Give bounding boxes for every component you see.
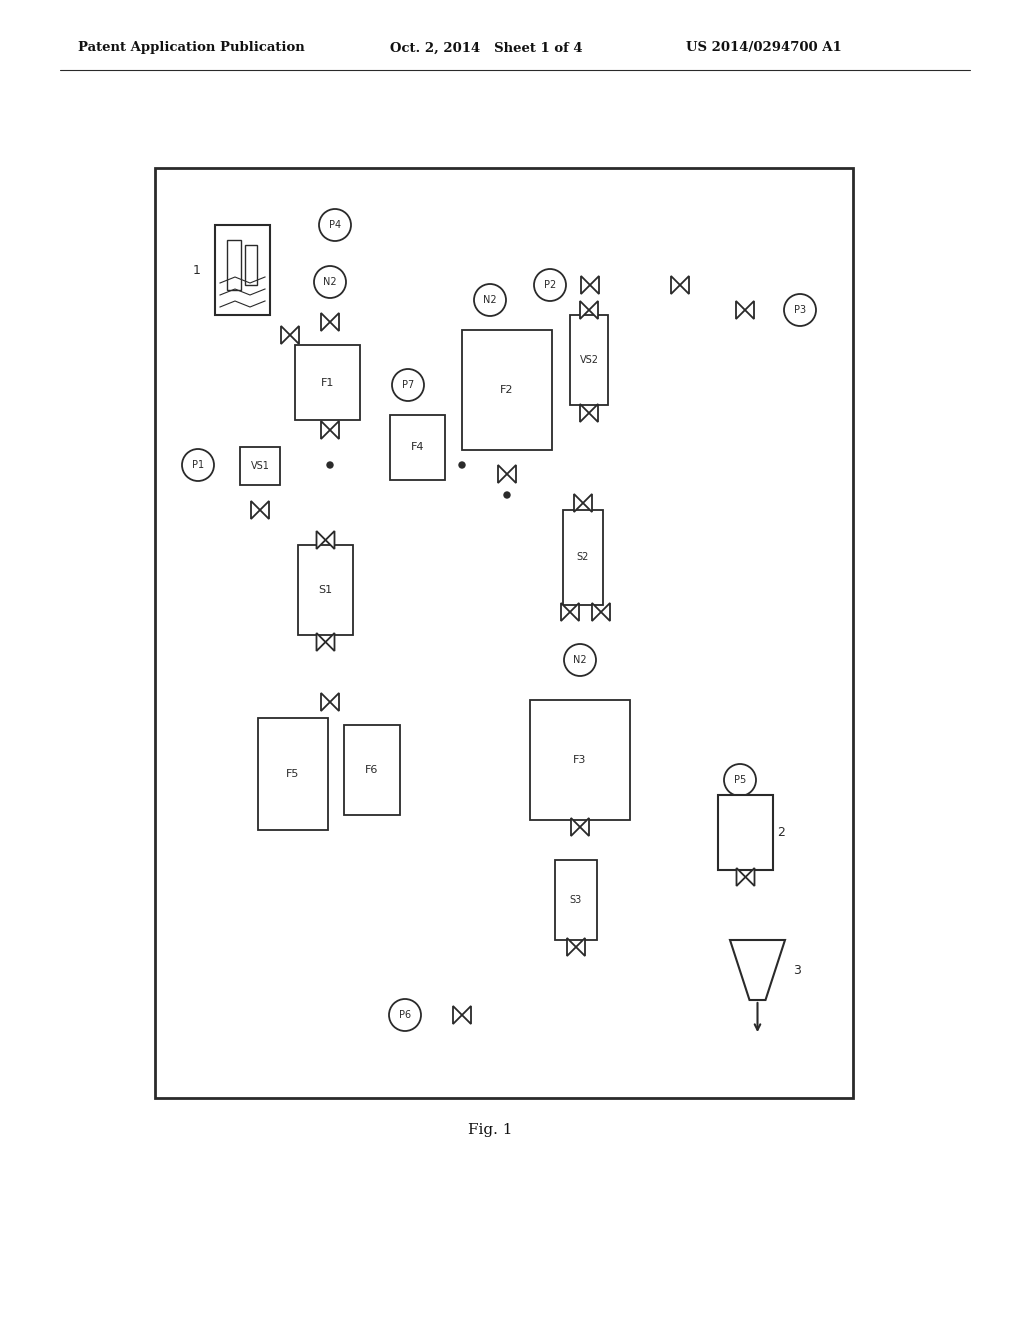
Bar bbox=[258, 718, 328, 830]
Polygon shape bbox=[316, 634, 326, 651]
Text: 2: 2 bbox=[777, 826, 785, 840]
Polygon shape bbox=[671, 276, 680, 294]
Text: VS2: VS2 bbox=[580, 355, 598, 366]
Bar bbox=[555, 861, 597, 940]
Circle shape bbox=[327, 462, 333, 469]
Polygon shape bbox=[574, 494, 583, 512]
Circle shape bbox=[392, 370, 424, 401]
Text: F6: F6 bbox=[366, 766, 379, 775]
Text: P1: P1 bbox=[191, 459, 204, 470]
Text: Fig. 1: Fig. 1 bbox=[468, 1123, 512, 1137]
Text: P4: P4 bbox=[329, 220, 341, 230]
Polygon shape bbox=[730, 940, 785, 1001]
Polygon shape bbox=[330, 421, 339, 440]
Text: N2: N2 bbox=[573, 655, 587, 665]
Text: P3: P3 bbox=[794, 305, 806, 315]
Text: S2: S2 bbox=[577, 553, 589, 562]
Polygon shape bbox=[330, 313, 339, 331]
Polygon shape bbox=[745, 301, 754, 319]
Polygon shape bbox=[498, 465, 507, 483]
Polygon shape bbox=[561, 603, 570, 620]
Circle shape bbox=[564, 644, 596, 676]
Polygon shape bbox=[462, 1006, 471, 1024]
Polygon shape bbox=[507, 465, 516, 483]
Circle shape bbox=[314, 267, 346, 298]
Text: F5: F5 bbox=[287, 770, 300, 779]
Bar bbox=[530, 700, 630, 820]
Bar bbox=[240, 447, 280, 484]
Text: P7: P7 bbox=[401, 380, 414, 389]
Polygon shape bbox=[321, 693, 330, 711]
Polygon shape bbox=[290, 326, 299, 345]
Text: S1: S1 bbox=[318, 585, 333, 595]
Bar bbox=[718, 795, 773, 870]
Polygon shape bbox=[321, 421, 330, 440]
Circle shape bbox=[319, 209, 351, 242]
Circle shape bbox=[474, 284, 506, 315]
Circle shape bbox=[389, 999, 421, 1031]
Polygon shape bbox=[583, 494, 592, 512]
Polygon shape bbox=[575, 939, 585, 956]
Polygon shape bbox=[736, 301, 745, 319]
Text: 1: 1 bbox=[194, 264, 201, 276]
Polygon shape bbox=[260, 502, 269, 519]
Polygon shape bbox=[321, 313, 330, 331]
Text: N2: N2 bbox=[324, 277, 337, 286]
Bar bbox=[155, 168, 853, 1098]
Text: US 2014/0294700 A1: US 2014/0294700 A1 bbox=[686, 41, 842, 54]
Text: P2: P2 bbox=[544, 280, 556, 290]
Polygon shape bbox=[601, 603, 610, 620]
Polygon shape bbox=[592, 603, 601, 620]
Bar bbox=[570, 315, 608, 405]
Circle shape bbox=[784, 294, 816, 326]
Polygon shape bbox=[571, 818, 580, 836]
Polygon shape bbox=[589, 301, 598, 319]
Polygon shape bbox=[680, 276, 689, 294]
Polygon shape bbox=[580, 404, 589, 422]
Text: F3: F3 bbox=[573, 755, 587, 766]
Bar bbox=[298, 545, 353, 635]
Text: S3: S3 bbox=[570, 895, 582, 906]
Polygon shape bbox=[316, 531, 326, 549]
Circle shape bbox=[182, 449, 214, 480]
Polygon shape bbox=[453, 1006, 462, 1024]
Polygon shape bbox=[590, 276, 599, 294]
Polygon shape bbox=[570, 603, 579, 620]
Text: 3: 3 bbox=[793, 964, 801, 977]
Bar bbox=[390, 414, 445, 480]
Text: Patent Application Publication: Patent Application Publication bbox=[78, 41, 305, 54]
Text: F4: F4 bbox=[411, 442, 424, 453]
Bar bbox=[227, 240, 241, 290]
Circle shape bbox=[504, 492, 510, 498]
Circle shape bbox=[534, 269, 566, 301]
Polygon shape bbox=[326, 634, 335, 651]
Polygon shape bbox=[580, 818, 589, 836]
Polygon shape bbox=[580, 301, 589, 319]
Bar bbox=[344, 725, 400, 814]
Polygon shape bbox=[736, 869, 745, 886]
Polygon shape bbox=[581, 276, 590, 294]
Bar bbox=[563, 510, 603, 605]
Text: F1: F1 bbox=[321, 378, 334, 388]
Text: Oct. 2, 2014   Sheet 1 of 4: Oct. 2, 2014 Sheet 1 of 4 bbox=[390, 41, 583, 54]
Text: F2: F2 bbox=[501, 385, 514, 395]
Text: N2: N2 bbox=[483, 294, 497, 305]
Bar bbox=[245, 246, 257, 285]
Circle shape bbox=[459, 462, 465, 469]
Circle shape bbox=[724, 764, 756, 796]
Text: P5: P5 bbox=[734, 775, 746, 785]
Polygon shape bbox=[251, 502, 260, 519]
Text: P6: P6 bbox=[399, 1010, 411, 1020]
Bar bbox=[462, 330, 552, 450]
Polygon shape bbox=[326, 531, 335, 549]
Polygon shape bbox=[745, 869, 755, 886]
Bar bbox=[215, 224, 270, 315]
Bar bbox=[295, 345, 360, 420]
Polygon shape bbox=[589, 404, 598, 422]
Polygon shape bbox=[330, 693, 339, 711]
Text: VS1: VS1 bbox=[251, 461, 269, 471]
Polygon shape bbox=[567, 939, 575, 956]
Polygon shape bbox=[281, 326, 290, 345]
